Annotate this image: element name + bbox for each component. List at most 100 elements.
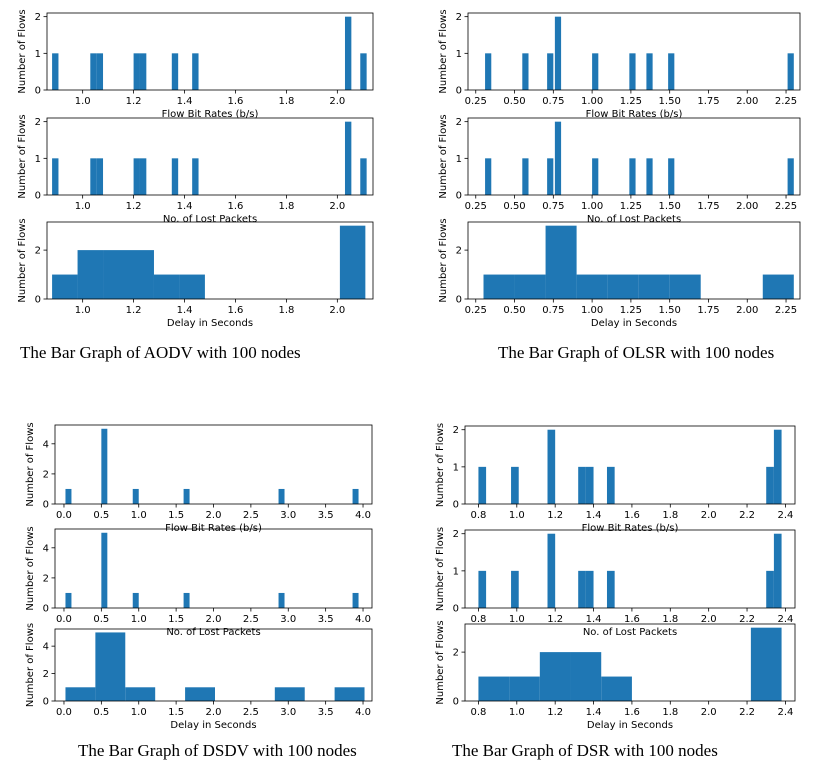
xtick-label-dsdv-lost-4: 2.0	[206, 614, 222, 625]
bar-olsr-bitrate-4	[592, 53, 599, 90]
xtick-label-olsr-delay-7: 2.00	[736, 305, 758, 316]
chart-olsr-delay: 0.25 0.50 0.75 1.00 1.25 1.50 1.75 2.00 2.25 0 2 Nu…	[438, 218, 801, 329]
bar-dsdv-bitrate-1	[101, 428, 108, 504]
xtick-label-aodv-lost-2: 1.4	[177, 201, 193, 212]
ylabel-aodv-lost: Number of Flows	[17, 114, 28, 198]
bar-olsr-lost-8	[787, 158, 794, 195]
xtick-label-dsr-delay-7: 2.2	[739, 707, 755, 718]
chart-dsdv-bitrate: 0.0 0.5 1.0 1.5 2.0 2.5 3.0 3.5 4.0 0 2 4 Number of …	[25, 422, 373, 534]
chart-olsr-bitrate: 0.25 0.50 0.75 1.00 1.25 1.50 1.75 2.00 2.25 0 1 2N…	[438, 9, 801, 120]
xtick-label-olsr-lost-6: 1.75	[697, 201, 719, 212]
bar-aodv-lost-5	[171, 158, 179, 195]
xtick-label-olsr-delay-0: 0.25	[465, 305, 487, 316]
chart-olsr-lost: 0.25 0.50 0.75 1.00 1.25 1.50 1.75 2.00 2.25012N…	[438, 114, 801, 225]
xtick-label-dsdv-bitrate-2: 1.0	[131, 510, 147, 521]
bar-dsr-delay-3	[570, 652, 602, 701]
bar-olsr-delay-6	[669, 274, 701, 299]
bar-dsr-lost-0	[478, 570, 487, 608]
bar-dsr-delay-2	[539, 652, 571, 701]
ytick-label-olsr-bitrate-0: 0	[456, 86, 462, 97]
xtick-label-dsr-delay-5: 1.8	[662, 707, 678, 718]
bar-aodv-lost-1	[90, 158, 97, 195]
xtick-label-aodv-delay-0: 1.0	[75, 305, 91, 316]
ylabel-aodv-bitrate: Number of Flows	[17, 9, 28, 93]
ytick-label-dsr-delay-0: 0	[453, 697, 459, 708]
bar-olsr-bitrate-2	[547, 53, 554, 90]
xtick-label-dsr-bitrate-2: 1.2	[547, 510, 563, 521]
xtick-label-dsdv-lost-6: 3.0	[280, 614, 296, 625]
bar-dsr-bitrate-1	[511, 466, 519, 504]
ytick-label-dsr-bitrate-2: 2	[453, 425, 459, 436]
xtick-label-aodv-bitrate-2: 1.4	[177, 96, 193, 107]
bar-olsr-bitrate-0	[485, 53, 492, 90]
xtick-label-aodv-bitrate-3: 1.6	[228, 96, 244, 107]
bar-olsr-delay-3	[576, 274, 608, 299]
xlabel-dsr-bitrate: Flow Bit Rates (b/s)	[582, 523, 679, 534]
bar-aodv-lost-6	[192, 158, 199, 195]
axes-frame-olsr-lost	[467, 117, 801, 196]
ylabel-dsdv-bitrate: Number of Flows	[25, 422, 36, 506]
ytick-label-aodv-lost-0: 0	[35, 191, 41, 202]
xtick-label-dsdv-bitrate-4: 2.0	[206, 510, 222, 521]
bar-dsr-lost-4	[585, 570, 594, 608]
xtick-label-dsdv-lost-3: 1.5	[168, 614, 184, 625]
xtick-label-olsr-lost-2: 0.75	[542, 201, 564, 212]
bar-aodv-delay-4	[153, 274, 180, 299]
ylabel-olsr-delay: Number of Flows	[438, 218, 449, 302]
xtick-label-aodv-delay-5: 2.0	[329, 305, 345, 316]
bar-aodv-delay-6	[339, 225, 366, 299]
ylabel-dsr-delay: Number of Flows	[435, 620, 446, 704]
xtick-label-aodv-bitrate-1: 1.2	[126, 96, 142, 107]
xtick-label-olsr-delay-6: 1.75	[697, 305, 719, 316]
xtick-label-dsr-lost-1: 1.0	[509, 614, 525, 625]
xtick-label-dsdv-delay-7: 3.5	[318, 707, 334, 718]
bar-aodv-delay-0	[52, 274, 78, 299]
xtick-label-dsr-lost-7: 2.2	[739, 614, 755, 625]
bar-aodv-delay-5	[179, 274, 205, 299]
ylabel-dsdv-delay: Number of Flows	[25, 623, 36, 707]
xtick-label-dsdv-bitrate-3: 1.5	[168, 510, 184, 521]
bar-dsr-bitrate-4	[585, 466, 594, 504]
ytick-label-olsr-bitrate-2: 2	[456, 12, 462, 23]
bar-olsr-delay-4	[607, 274, 639, 299]
ytick-label-dsdv-delay-1: 2	[43, 669, 49, 680]
chart-dsdv-delay: 0.0 0.5 1.0 1.5 2.0 2.5 3.0 3.5 4.0 0 2 4 Number of …	[25, 623, 373, 731]
ytick-label-dsr-lost-1: 1	[453, 566, 459, 577]
xtick-label-aodv-lost-4: 1.8	[278, 201, 294, 212]
ytick-label-dsdv-bitrate-2: 4	[43, 439, 49, 450]
ytick-label-dsr-bitrate-0: 0	[453, 500, 459, 511]
bar-aodv-lost-3	[133, 158, 140, 195]
bar-aodv-bitrate-8	[360, 53, 367, 90]
xlabel-dsr-lost: No. of Lost Packets	[583, 627, 677, 638]
xtick-label-olsr-delay-5: 1.50	[659, 305, 681, 316]
ytick-label-dsdv-bitrate-0: 0	[43, 500, 49, 511]
bar-dsdv-lost-3	[183, 592, 190, 608]
bar-dsr-lost-1	[511, 570, 519, 608]
xtick-label-aodv-lost-3: 1.6	[228, 201, 244, 212]
bar-dsdv-bitrate-5	[352, 488, 359, 504]
xtick-label-dsr-delay-4: 1.6	[624, 707, 640, 718]
axes-frame-olsr-delay	[467, 221, 801, 300]
xtick-label-aodv-lost-5: 2.0	[329, 201, 345, 212]
bar-aodv-delay-3	[128, 250, 154, 299]
bar-aodv-lost-4	[139, 158, 147, 195]
bar-dsdv-lost-4	[278, 592, 285, 608]
chart-aodv-delay: 1.0 1.2 1.4 1.6 1.8 2.0 0 2 Number of Flows Delay…	[17, 218, 374, 329]
xtick-label-dsr-lost-4: 1.6	[624, 614, 640, 625]
ytick-label-olsr-delay-1: 2	[456, 246, 462, 257]
bar-aodv-bitrate-1	[90, 53, 97, 90]
ytick-label-aodv-delay-1: 2	[35, 246, 41, 257]
xtick-label-dsr-bitrate-1: 1.0	[509, 510, 525, 521]
ytick-label-dsdv-lost-1: 2	[43, 573, 49, 584]
bar-dsdv-delay-2	[125, 687, 156, 701]
bar-olsr-lost-6	[646, 158, 653, 195]
axes-frame-dsr-delay	[464, 623, 796, 702]
ytick-label-dsdv-lost-0: 0	[43, 604, 49, 615]
xtick-label-aodv-bitrate-4: 1.8	[278, 96, 294, 107]
xtick-label-olsr-bitrate-2: 0.75	[542, 96, 564, 107]
bar-aodv-bitrate-5	[171, 53, 179, 90]
bar-dsdv-bitrate-2	[132, 488, 139, 504]
bar-dsdv-delay-1	[95, 632, 126, 701]
caption-dsdv: The Bar Graph of DSDV with 100 nodes	[78, 741, 357, 760]
ytick-label-aodv-lost-1: 1	[35, 154, 41, 165]
